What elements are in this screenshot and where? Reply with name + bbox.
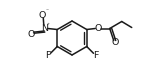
Text: O: O xyxy=(111,38,118,47)
Text: ⁻: ⁻ xyxy=(46,9,49,14)
Text: O: O xyxy=(94,24,101,33)
Text: ⁺: ⁺ xyxy=(47,22,50,28)
Text: F: F xyxy=(93,51,98,60)
Text: N: N xyxy=(41,24,48,33)
Text: O: O xyxy=(39,11,46,20)
Text: F: F xyxy=(46,51,51,60)
Text: O: O xyxy=(28,30,35,39)
